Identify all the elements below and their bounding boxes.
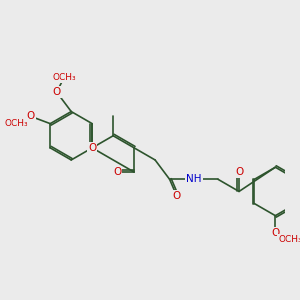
Text: OCH₃: OCH₃ bbox=[52, 73, 76, 82]
Text: O: O bbox=[27, 111, 35, 122]
Text: O: O bbox=[173, 191, 181, 201]
Text: OCH₃: OCH₃ bbox=[4, 119, 28, 128]
Text: O: O bbox=[88, 143, 96, 153]
Text: OCH₃: OCH₃ bbox=[278, 236, 300, 244]
Text: O: O bbox=[271, 228, 280, 238]
Text: O: O bbox=[113, 167, 121, 177]
Text: O: O bbox=[235, 167, 243, 177]
Text: O: O bbox=[52, 87, 61, 97]
Text: NH: NH bbox=[186, 174, 202, 184]
